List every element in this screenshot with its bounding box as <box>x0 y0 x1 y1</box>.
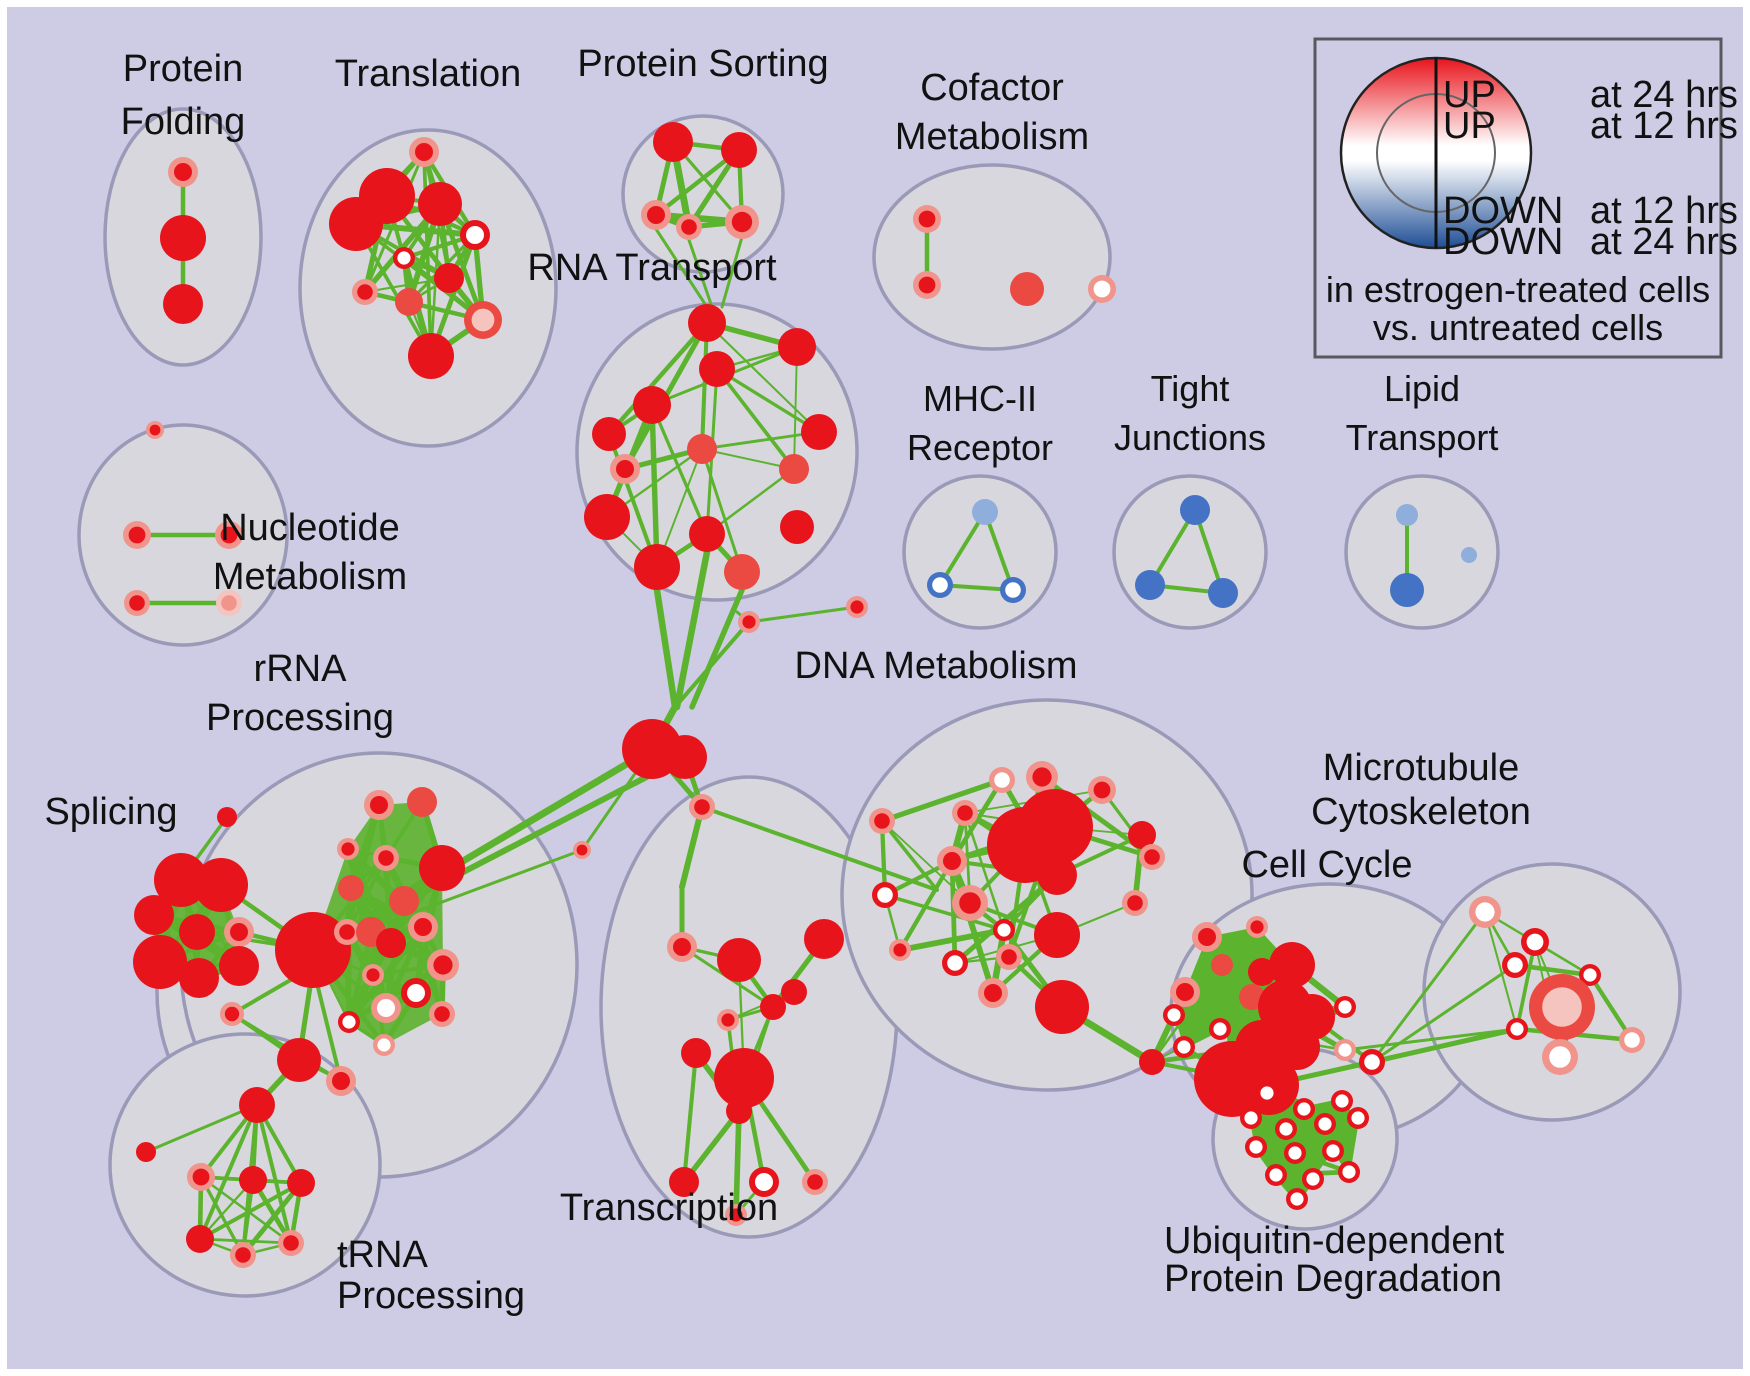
svg-text:vs. untreated cells: vs. untreated cells <box>1373 307 1663 348</box>
svg-text:Protein Sorting: Protein Sorting <box>577 43 828 85</box>
svg-text:DOWN: DOWN <box>1443 221 1563 263</box>
svg-text:RNA Transport: RNA Transport <box>527 247 777 289</box>
svg-text:Splicing: Splicing <box>44 791 177 833</box>
svg-text:Lipid: Lipid <box>1384 368 1460 409</box>
svg-text:Receptor: Receptor <box>907 427 1053 468</box>
svg-text:UP: UP <box>1443 105 1496 147</box>
svg-text:Metabolism: Metabolism <box>213 556 407 598</box>
svg-text:Processing: Processing <box>337 1275 525 1317</box>
svg-text:Protein: Protein <box>123 48 243 90</box>
svg-text:Translation: Translation <box>335 53 522 95</box>
svg-text:Ubiquitin-dependent: Ubiquitin-dependent <box>1164 1220 1505 1262</box>
svg-text:Folding: Folding <box>121 101 246 143</box>
svg-text:Tight: Tight <box>1151 368 1230 409</box>
svg-text:Metabolism: Metabolism <box>895 116 1089 158</box>
svg-text:Cofactor: Cofactor <box>920 67 1064 109</box>
svg-text:Transcription: Transcription <box>560 1187 778 1229</box>
svg-text:at 12 hrs: at 12 hrs <box>1590 105 1738 147</box>
svg-text:tRNA: tRNA <box>337 1234 428 1276</box>
svg-text:in estrogen-treated cells: in estrogen-treated cells <box>1326 269 1710 310</box>
svg-text:Cell Cycle: Cell Cycle <box>1241 844 1412 886</box>
svg-text:Nucleotide: Nucleotide <box>220 507 400 549</box>
svg-text:at 24 hrs: at 24 hrs <box>1590 221 1738 263</box>
svg-text:MHC-II: MHC-II <box>923 378 1037 419</box>
svg-text:Microtubule: Microtubule <box>1323 747 1519 789</box>
svg-text:DNA Metabolism: DNA Metabolism <box>795 645 1078 687</box>
svg-text:Junctions: Junctions <box>1114 417 1266 458</box>
svg-text:Processing: Processing <box>206 697 394 739</box>
svg-text:Cytoskeleton: Cytoskeleton <box>1311 791 1531 833</box>
svg-text:rRNA: rRNA <box>254 648 348 690</box>
svg-text:Transport: Transport <box>1346 417 1499 458</box>
svg-text:Protein Degradation: Protein Degradation <box>1164 1258 1502 1300</box>
